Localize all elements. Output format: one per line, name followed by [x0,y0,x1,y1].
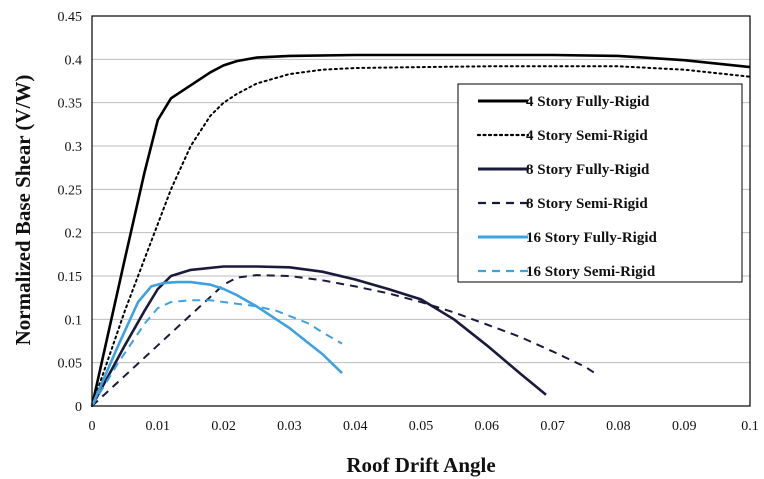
series-line-5 [90,280,343,407]
y-tick-label: 0.15 [58,270,83,285]
legend-label: 16 Story Semi-Rigid [526,264,656,280]
x-tick-label: 0.07 [540,419,565,434]
series-line-6 [91,299,343,407]
y-tick-label: 0 [75,400,82,415]
x-tick-label: 0.03 [277,419,302,434]
x-tick-label: 0.09 [672,419,697,434]
legend-label: 4 Story Fully-Rigid [526,94,650,110]
x-tick-label: 0 [89,419,96,434]
x-tick-label: 0.01 [146,419,171,434]
legend: 4 Story Fully-Rigid 4 Story Semi-Rigid 8 S… [457,83,743,283]
legend-label: 4 Story Semi-Rigid [526,128,648,144]
y-tick-label: 0.4 [65,53,83,68]
series-layer [90,53,751,407]
legend-items: 4 Story Fully-Rigid 4 Story Semi-Rigid 8 S… [476,94,657,280]
y-tick-label: 0.3 [65,140,83,155]
series-line-4 [91,274,600,407]
x-tick-label: 0.04 [343,419,368,434]
series-line-1 [90,53,751,407]
y-tick-label: 0.1 [65,313,83,328]
legend-label: 8 Story Semi-Rigid [526,196,648,212]
x-tick-label: 0.02 [211,419,236,434]
y-tick-label: 0.35 [58,97,83,112]
y-axis-title: Normalized Base Shear (V/W) [11,75,35,346]
x-tick-label: 0.08 [606,419,631,434]
y-tick-label: 0.45 [58,10,83,25]
legend-label: 16 Story Fully-Rigid [526,230,657,246]
legend-label: 8 Story Fully-Rigid [526,162,650,178]
y-tick-labels: 0 0.05 0.1 0.15 0.2 0.25 0.3 0.35 0.4 0.45 [58,10,83,415]
plot-frame [91,15,751,407]
x-tick-label: 0.1 [741,419,759,434]
series-line-3 [90,265,547,407]
y-tick-label: 0.25 [58,183,83,198]
y-tick-label: 0.05 [58,357,83,372]
x-tick-label: 0.05 [409,419,434,434]
legend-box [457,83,743,283]
x-axis-title: Roof Drift Angle [346,453,495,477]
y-tick-label: 0.2 [65,227,83,242]
x-tick-label: 0.06 [475,419,500,434]
x-tick-labels: 0 0.01 0.02 0.03 0.04 0.05 0.06 0.07 0.08 0.09 0.1 [89,419,759,434]
